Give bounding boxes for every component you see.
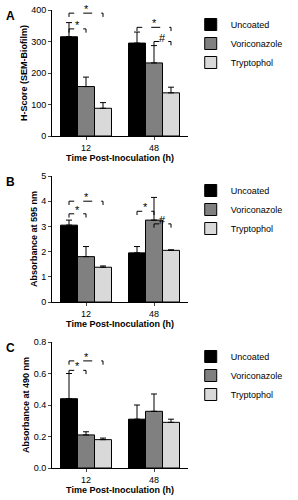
svg-text:Uncoated: Uncoated	[231, 20, 270, 30]
svg-text:Time Post-Inoculation (h): Time Post-Inoculation (h)	[66, 485, 174, 495]
svg-text:0.0: 0.0	[34, 463, 47, 473]
svg-text:3: 3	[41, 222, 46, 232]
svg-text:A: A	[6, 9, 15, 23]
svg-text:H-Score (SEM-Biofilm): H-Score (SEM-Biofilm)	[19, 25, 29, 121]
svg-text:12: 12	[81, 143, 91, 153]
svg-text:0: 0	[41, 131, 46, 141]
svg-text:C: C	[6, 341, 15, 355]
svg-text:Tryptophol: Tryptophol	[231, 224, 273, 234]
svg-text:*: *	[84, 191, 89, 203]
svg-text:0.4: 0.4	[34, 400, 47, 410]
svg-text:Time Post-Inoculation (h): Time Post-Inoculation (h)	[66, 319, 174, 329]
svg-text:Tryptophol: Tryptophol	[231, 58, 273, 68]
svg-text:12: 12	[81, 475, 91, 485]
svg-text:*: *	[143, 201, 148, 213]
svg-text:*: *	[75, 19, 80, 31]
svg-text:200: 200	[31, 68, 46, 78]
svg-text:Voriconazole: Voriconazole	[231, 371, 283, 381]
svg-text:400: 400	[31, 5, 46, 15]
svg-text:Voriconazole: Voriconazole	[231, 205, 283, 215]
svg-text:*: *	[75, 204, 80, 216]
svg-text:4: 4	[41, 196, 46, 206]
svg-text:#: #	[159, 32, 166, 44]
svg-text:Tryptophol: Tryptophol	[231, 390, 273, 400]
svg-text:Absorbance at 595 nm: Absorbance at 595 nm	[29, 191, 39, 287]
svg-text:0.8: 0.8	[34, 337, 47, 347]
svg-text:0.6: 0.6	[34, 369, 47, 379]
svg-text:0: 0	[41, 297, 46, 307]
svg-text:300: 300	[31, 37, 46, 47]
svg-text:2: 2	[41, 247, 46, 257]
svg-text:48: 48	[149, 143, 159, 153]
svg-text:12: 12	[81, 309, 91, 319]
svg-text:Uncoated: Uncoated	[231, 352, 270, 362]
svg-text:48: 48	[149, 309, 159, 319]
svg-text:*: *	[75, 360, 80, 372]
svg-text:B: B	[6, 175, 15, 189]
svg-text:100: 100	[31, 100, 46, 110]
svg-text:5: 5	[41, 171, 46, 181]
svg-text:0.2: 0.2	[34, 432, 47, 442]
svg-text:48: 48	[149, 475, 159, 485]
svg-text:*: *	[84, 3, 89, 15]
svg-text:1: 1	[41, 272, 46, 282]
svg-text:*: *	[84, 351, 89, 363]
svg-text:Time Post-Inoculation (h): Time Post-Inoculation (h)	[66, 153, 174, 163]
svg-text:#: #	[159, 214, 166, 226]
svg-text:Uncoated: Uncoated	[231, 186, 270, 196]
svg-text:Voriconazole: Voriconazole	[231, 39, 283, 49]
svg-text:Absorbance at 490 nm: Absorbance at 490 nm	[21, 357, 31, 453]
svg-text:*: *	[152, 17, 157, 29]
